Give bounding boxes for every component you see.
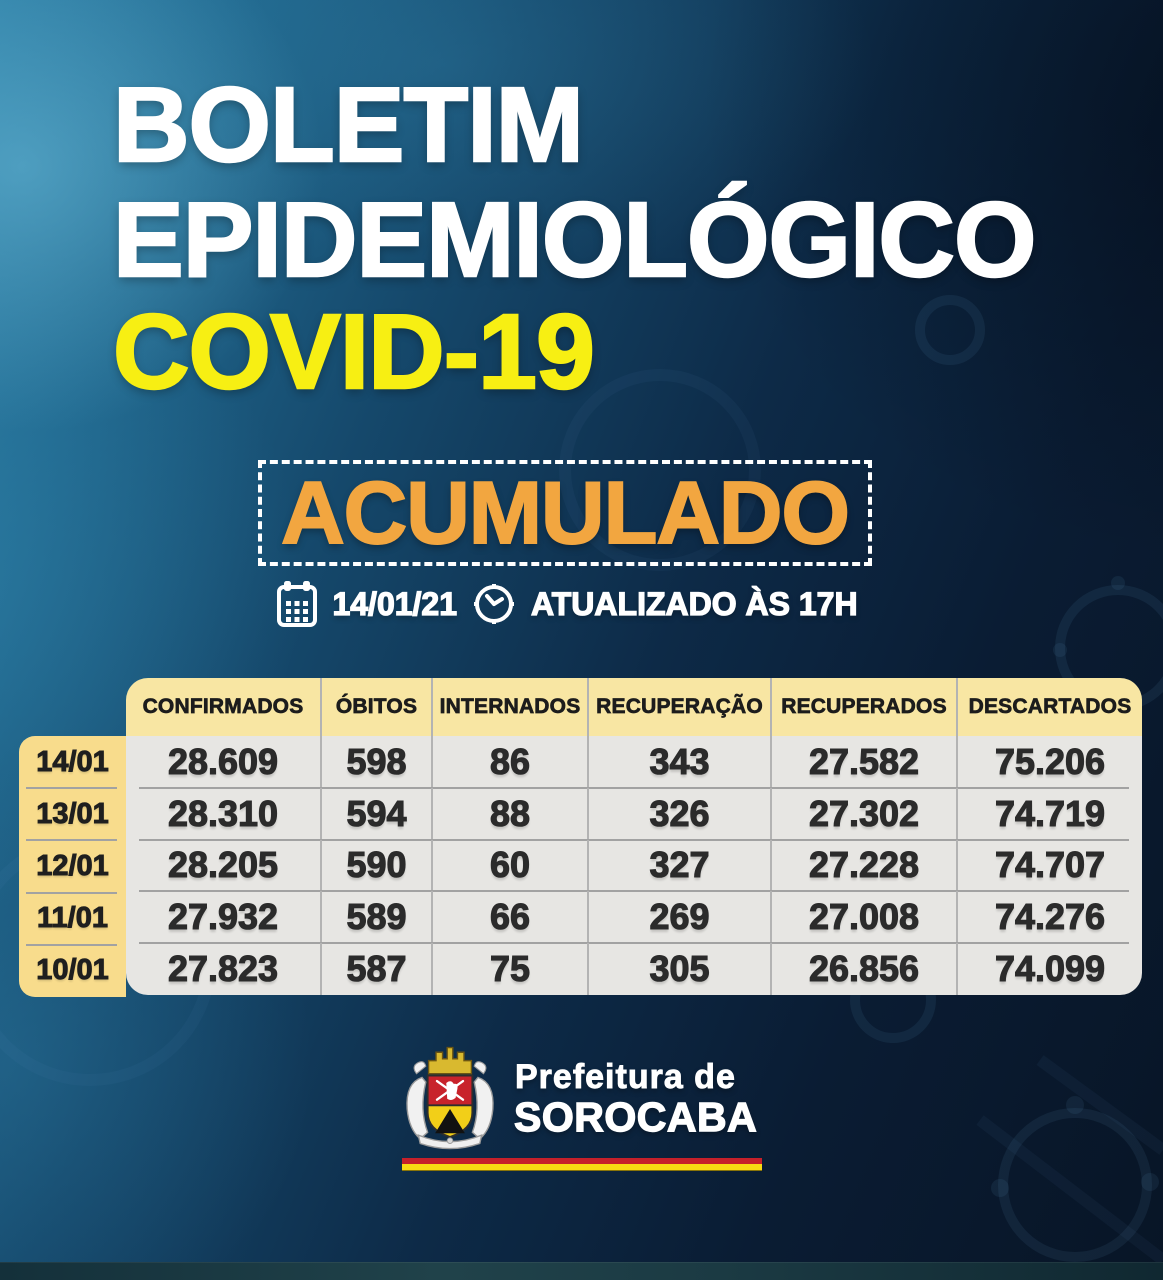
table-cell: 26.856	[772, 943, 958, 995]
org-name-line-1: Prefeitura de	[515, 1058, 736, 1096]
calendar-icon	[277, 581, 318, 627]
accumulated-badge-label: ACUMULADO	[280, 463, 851, 562]
table-cell: 27.228	[772, 839, 958, 892]
table-cell: 28.609	[126, 736, 322, 788]
table-cell: 27.823	[126, 943, 322, 995]
table-cell: 343	[589, 736, 772, 788]
meta-row: 14/01/21 ATUALIZADO ÀS 17H	[0, 577, 1149, 631]
table-row: 27.932 589 66 269 27.008 74.276	[126, 891, 1142, 944]
brand-stripe	[402, 1158, 762, 1171]
column-header-confirmados: CONFIRMADOS	[126, 678, 322, 736]
table-cell: 66	[433, 891, 589, 944]
clock-icon	[474, 584, 515, 624]
table-row: 28.310 594 88 326 27.302 74.719	[126, 787, 1142, 841]
date-column: 14/01 13/01 12/01 11/01 10/01	[19, 736, 126, 997]
date-cell: 12/01	[19, 840, 126, 894]
column-header-recuperados: RECUPERADOS	[772, 678, 958, 736]
date-cell: 14/01	[19, 736, 126, 790]
bulletin-date: 14/01/21	[332, 586, 458, 622]
sorocaba-coat-of-arms	[406, 1046, 494, 1150]
table-cell: 590	[322, 839, 433, 892]
brand-stripe-red	[402, 1158, 762, 1164]
table-cell: 594	[322, 787, 433, 840]
table-cell: 327	[589, 839, 772, 892]
accumulated-badge: ACUMULADO	[258, 460, 872, 566]
table-cell: 598	[322, 736, 433, 788]
table-cell: 27.932	[126, 891, 322, 944]
table-cell: 305	[589, 943, 772, 995]
table-cell: 74.276	[994, 896, 1106, 938]
column-header-recuperacao: RECUPERAÇÃO	[589, 678, 772, 736]
table-header: CONFIRMADOS ÓBITOS INTERNADOS RECUPERAÇÃ…	[126, 678, 1142, 736]
table-cell: 75	[433, 943, 589, 995]
table-cell: 74.707	[994, 844, 1106, 886]
bottom-edge-band	[0, 1262, 1163, 1280]
table-cell: 74.099	[994, 948, 1106, 990]
table-cell: 74.719	[994, 792, 1106, 834]
table-row: 27.823 587 75 305 26.856 74.099	[126, 943, 1142, 995]
table-cell: 326	[589, 787, 772, 840]
table-cell: 28.310	[126, 787, 322, 840]
table-cell: 86	[433, 736, 589, 788]
date-cell: 10/01	[36, 954, 110, 987]
table-cell: 27.582	[772, 736, 958, 788]
table-cell: 589	[322, 891, 433, 944]
date-cell: 13/01	[19, 788, 126, 842]
table-cell: 75.206	[994, 740, 1106, 782]
table-cell: 587	[322, 943, 433, 995]
table-cell: 27.302	[772, 787, 958, 840]
updated-time: ATUALIZADO ÀS 17H	[530, 586, 858, 622]
table-cell: 60	[433, 839, 589, 892]
brand-stripe-yellow	[402, 1164, 762, 1171]
title-line-covid: COVID-19	[112, 293, 596, 411]
org-name-line-2: SOROCABA	[513, 1094, 758, 1140]
table-cell: 269	[589, 891, 772, 944]
column-header-descartados: DESCARTADOS	[968, 695, 1132, 719]
table-body: 28.609 598 86 343 27.582 75.206 28.310 5…	[126, 736, 1142, 995]
title-line-1: BOLETIM	[112, 66, 585, 184]
table-cell: 28.205	[126, 839, 322, 892]
date-cell: 11/01	[19, 893, 126, 947]
table-row: 28.609 598 86 343 27.582 75.206	[126, 736, 1142, 789]
column-header-internados: INTERNADOS	[433, 678, 589, 736]
column-header-obitos: ÓBITOS	[322, 678, 433, 736]
table-row: 28.205 590 60 327 27.228 74.707	[126, 839, 1142, 893]
title-line-2: EPIDEMIOLÓGICO	[112, 181, 1038, 299]
table-cell: 27.008	[772, 891, 958, 944]
table-cell: 88	[433, 787, 589, 840]
